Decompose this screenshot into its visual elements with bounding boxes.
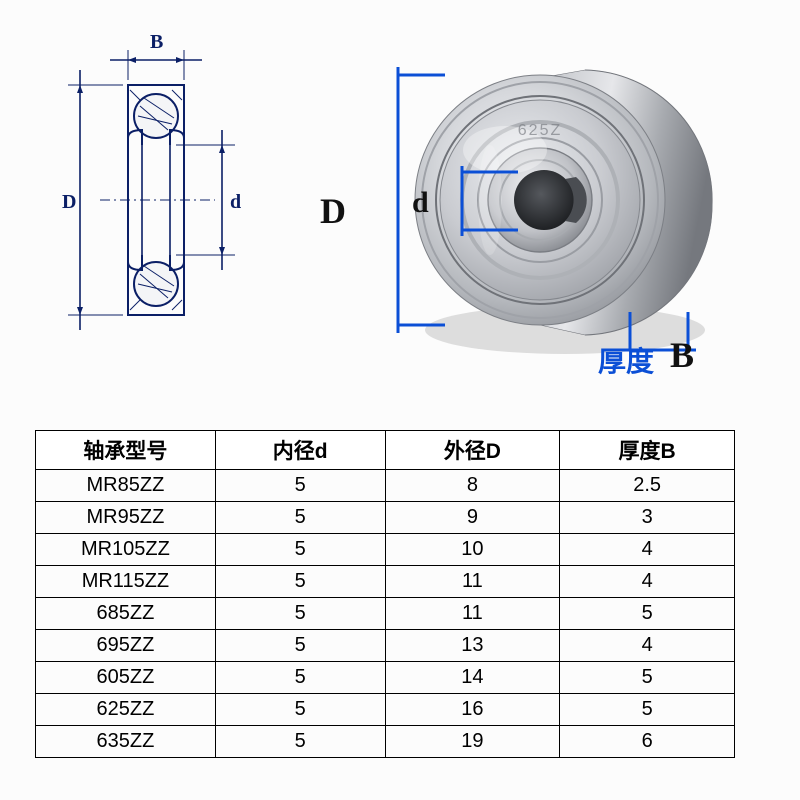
cell-model: 605ZZ — [36, 662, 216, 694]
cell-D: 13 — [385, 630, 560, 662]
cell-d: 5 — [215, 502, 385, 534]
table-row: MR115ZZ5114 — [36, 566, 735, 598]
th-model: 轴承型号 — [36, 431, 216, 470]
cell-d: 5 — [215, 662, 385, 694]
cell-B: 6 — [560, 726, 735, 758]
cell-B: 5 — [560, 662, 735, 694]
th-d: 内径d — [215, 431, 385, 470]
table-header-row: 轴承型号 内径d 外径D 厚度B — [36, 431, 735, 470]
table-row: MR95ZZ593 — [36, 502, 735, 534]
cell-D: 9 — [385, 502, 560, 534]
bearing-engraving: 625Z — [518, 122, 562, 139]
photo-label-B: B — [670, 334, 694, 376]
table-row: 635ZZ5196 — [36, 726, 735, 758]
tech-svg: B D d — [50, 30, 270, 350]
tech-label-D: D — [62, 191, 76, 213]
table-row: MR85ZZ582.5 — [36, 470, 735, 502]
tech-label-B: B — [150, 31, 163, 53]
cell-model: 685ZZ — [36, 598, 216, 630]
cell-B: 4 — [560, 534, 735, 566]
cell-d: 5 — [215, 566, 385, 598]
cell-model: 635ZZ — [36, 726, 216, 758]
cell-model: 695ZZ — [36, 630, 216, 662]
table-row: 605ZZ5145 — [36, 662, 735, 694]
cell-d: 5 — [215, 598, 385, 630]
table-body: MR85ZZ582.5MR95ZZ593MR105ZZ5104MR115ZZ51… — [36, 470, 735, 758]
cell-B: 4 — [560, 566, 735, 598]
cell-model: 625ZZ — [36, 694, 216, 726]
cell-d: 5 — [215, 534, 385, 566]
table-row: 695ZZ5134 — [36, 630, 735, 662]
bearing-svg: 625Z — [340, 50, 740, 380]
spec-table: 轴承型号 内径d 外径D 厚度B MR85ZZ582.5MR95ZZ593MR1… — [35, 430, 735, 758]
cell-B: 3 — [560, 502, 735, 534]
cell-B: 4 — [560, 630, 735, 662]
cell-D: 19 — [385, 726, 560, 758]
cell-D: 8 — [385, 470, 560, 502]
cell-model: MR85ZZ — [36, 470, 216, 502]
cell-d: 5 — [215, 470, 385, 502]
th-B: 厚度B — [560, 431, 735, 470]
technical-drawing: B D d — [50, 30, 270, 350]
bearing-photo: 625Z D d 厚度 B — [340, 50, 740, 380]
cell-D: 11 — [385, 598, 560, 630]
cell-D: 10 — [385, 534, 560, 566]
cell-model: MR115ZZ — [36, 566, 216, 598]
table-row: 685ZZ5115 — [36, 598, 735, 630]
cell-B: 2.5 — [560, 470, 735, 502]
table-row: MR105ZZ5104 — [36, 534, 735, 566]
cell-d: 5 — [215, 694, 385, 726]
cell-D: 14 — [385, 662, 560, 694]
cell-model: MR105ZZ — [36, 534, 216, 566]
diagram-area: B D d — [0, 20, 800, 400]
tech-label-d: d — [230, 191, 241, 213]
cell-d: 5 — [215, 726, 385, 758]
cell-d: 5 — [215, 630, 385, 662]
th-D: 外径D — [385, 431, 560, 470]
cell-D: 11 — [385, 566, 560, 598]
cell-B: 5 — [560, 694, 735, 726]
cell-B: 5 — [560, 598, 735, 630]
photo-label-d: d — [412, 186, 429, 220]
cell-model: MR95ZZ — [36, 502, 216, 534]
photo-label-D: D — [320, 190, 346, 232]
photo-label-thickness-cn: 厚度 — [598, 340, 654, 380]
table-row: 625ZZ5165 — [36, 694, 735, 726]
cell-D: 16 — [385, 694, 560, 726]
